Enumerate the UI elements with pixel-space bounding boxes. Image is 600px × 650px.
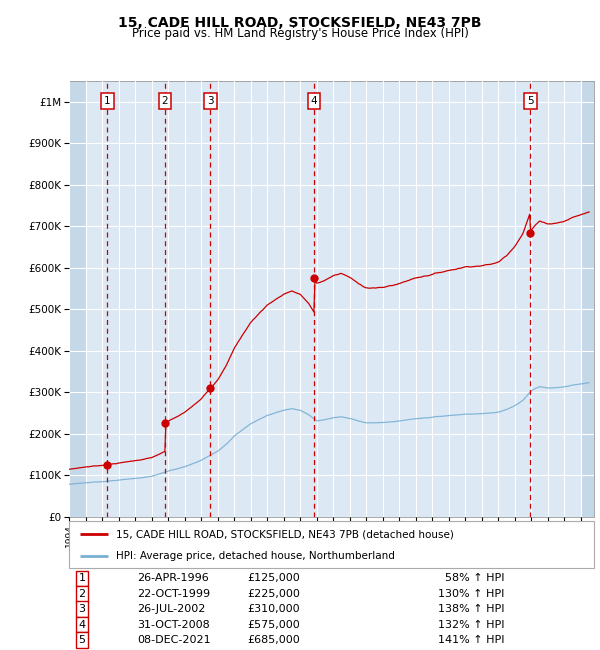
Text: 15, CADE HILL ROAD, STOCKSFIELD, NE43 7PB (detached house): 15, CADE HILL ROAD, STOCKSFIELD, NE43 7P… [116, 529, 454, 539]
Bar [581, 81, 598, 517]
Text: 1: 1 [79, 573, 86, 584]
Text: 08-DEC-2021: 08-DEC-2021 [137, 635, 211, 645]
Bar [69, 81, 86, 517]
Text: 132% ↑ HPI: 132% ↑ HPI [438, 619, 505, 629]
Text: 26-APR-1996: 26-APR-1996 [137, 573, 209, 584]
Text: 3: 3 [79, 604, 86, 614]
Text: 2: 2 [161, 96, 168, 106]
Text: 2: 2 [79, 589, 86, 599]
Text: Price paid vs. HM Land Registry's House Price Index (HPI): Price paid vs. HM Land Registry's House … [131, 27, 469, 40]
Text: 22-OCT-1999: 22-OCT-1999 [137, 589, 211, 599]
Text: £125,000: £125,000 [247, 573, 300, 584]
Text: £575,000: £575,000 [247, 619, 300, 629]
Text: 138% ↑ HPI: 138% ↑ HPI [438, 604, 505, 614]
Text: 141% ↑ HPI: 141% ↑ HPI [438, 635, 505, 645]
FancyBboxPatch shape [69, 521, 594, 568]
Text: 130% ↑ HPI: 130% ↑ HPI [439, 589, 505, 599]
Text: 1: 1 [104, 96, 110, 106]
Text: 26-JUL-2002: 26-JUL-2002 [137, 604, 206, 614]
Text: 15, CADE HILL ROAD, STOCKSFIELD, NE43 7PB: 15, CADE HILL ROAD, STOCKSFIELD, NE43 7P… [118, 16, 482, 31]
Text: 5: 5 [527, 96, 533, 106]
Text: 3: 3 [207, 96, 214, 106]
Text: £225,000: £225,000 [247, 589, 300, 599]
Text: 31-OCT-2008: 31-OCT-2008 [137, 619, 210, 629]
Text: 5: 5 [79, 635, 86, 645]
Text: 4: 4 [79, 619, 86, 629]
Text: 58% ↑ HPI: 58% ↑ HPI [445, 573, 505, 584]
Text: £685,000: £685,000 [247, 635, 300, 645]
Text: HPI: Average price, detached house, Northumberland: HPI: Average price, detached house, Nort… [116, 551, 395, 562]
Text: £310,000: £310,000 [247, 604, 300, 614]
Text: 4: 4 [311, 96, 317, 106]
